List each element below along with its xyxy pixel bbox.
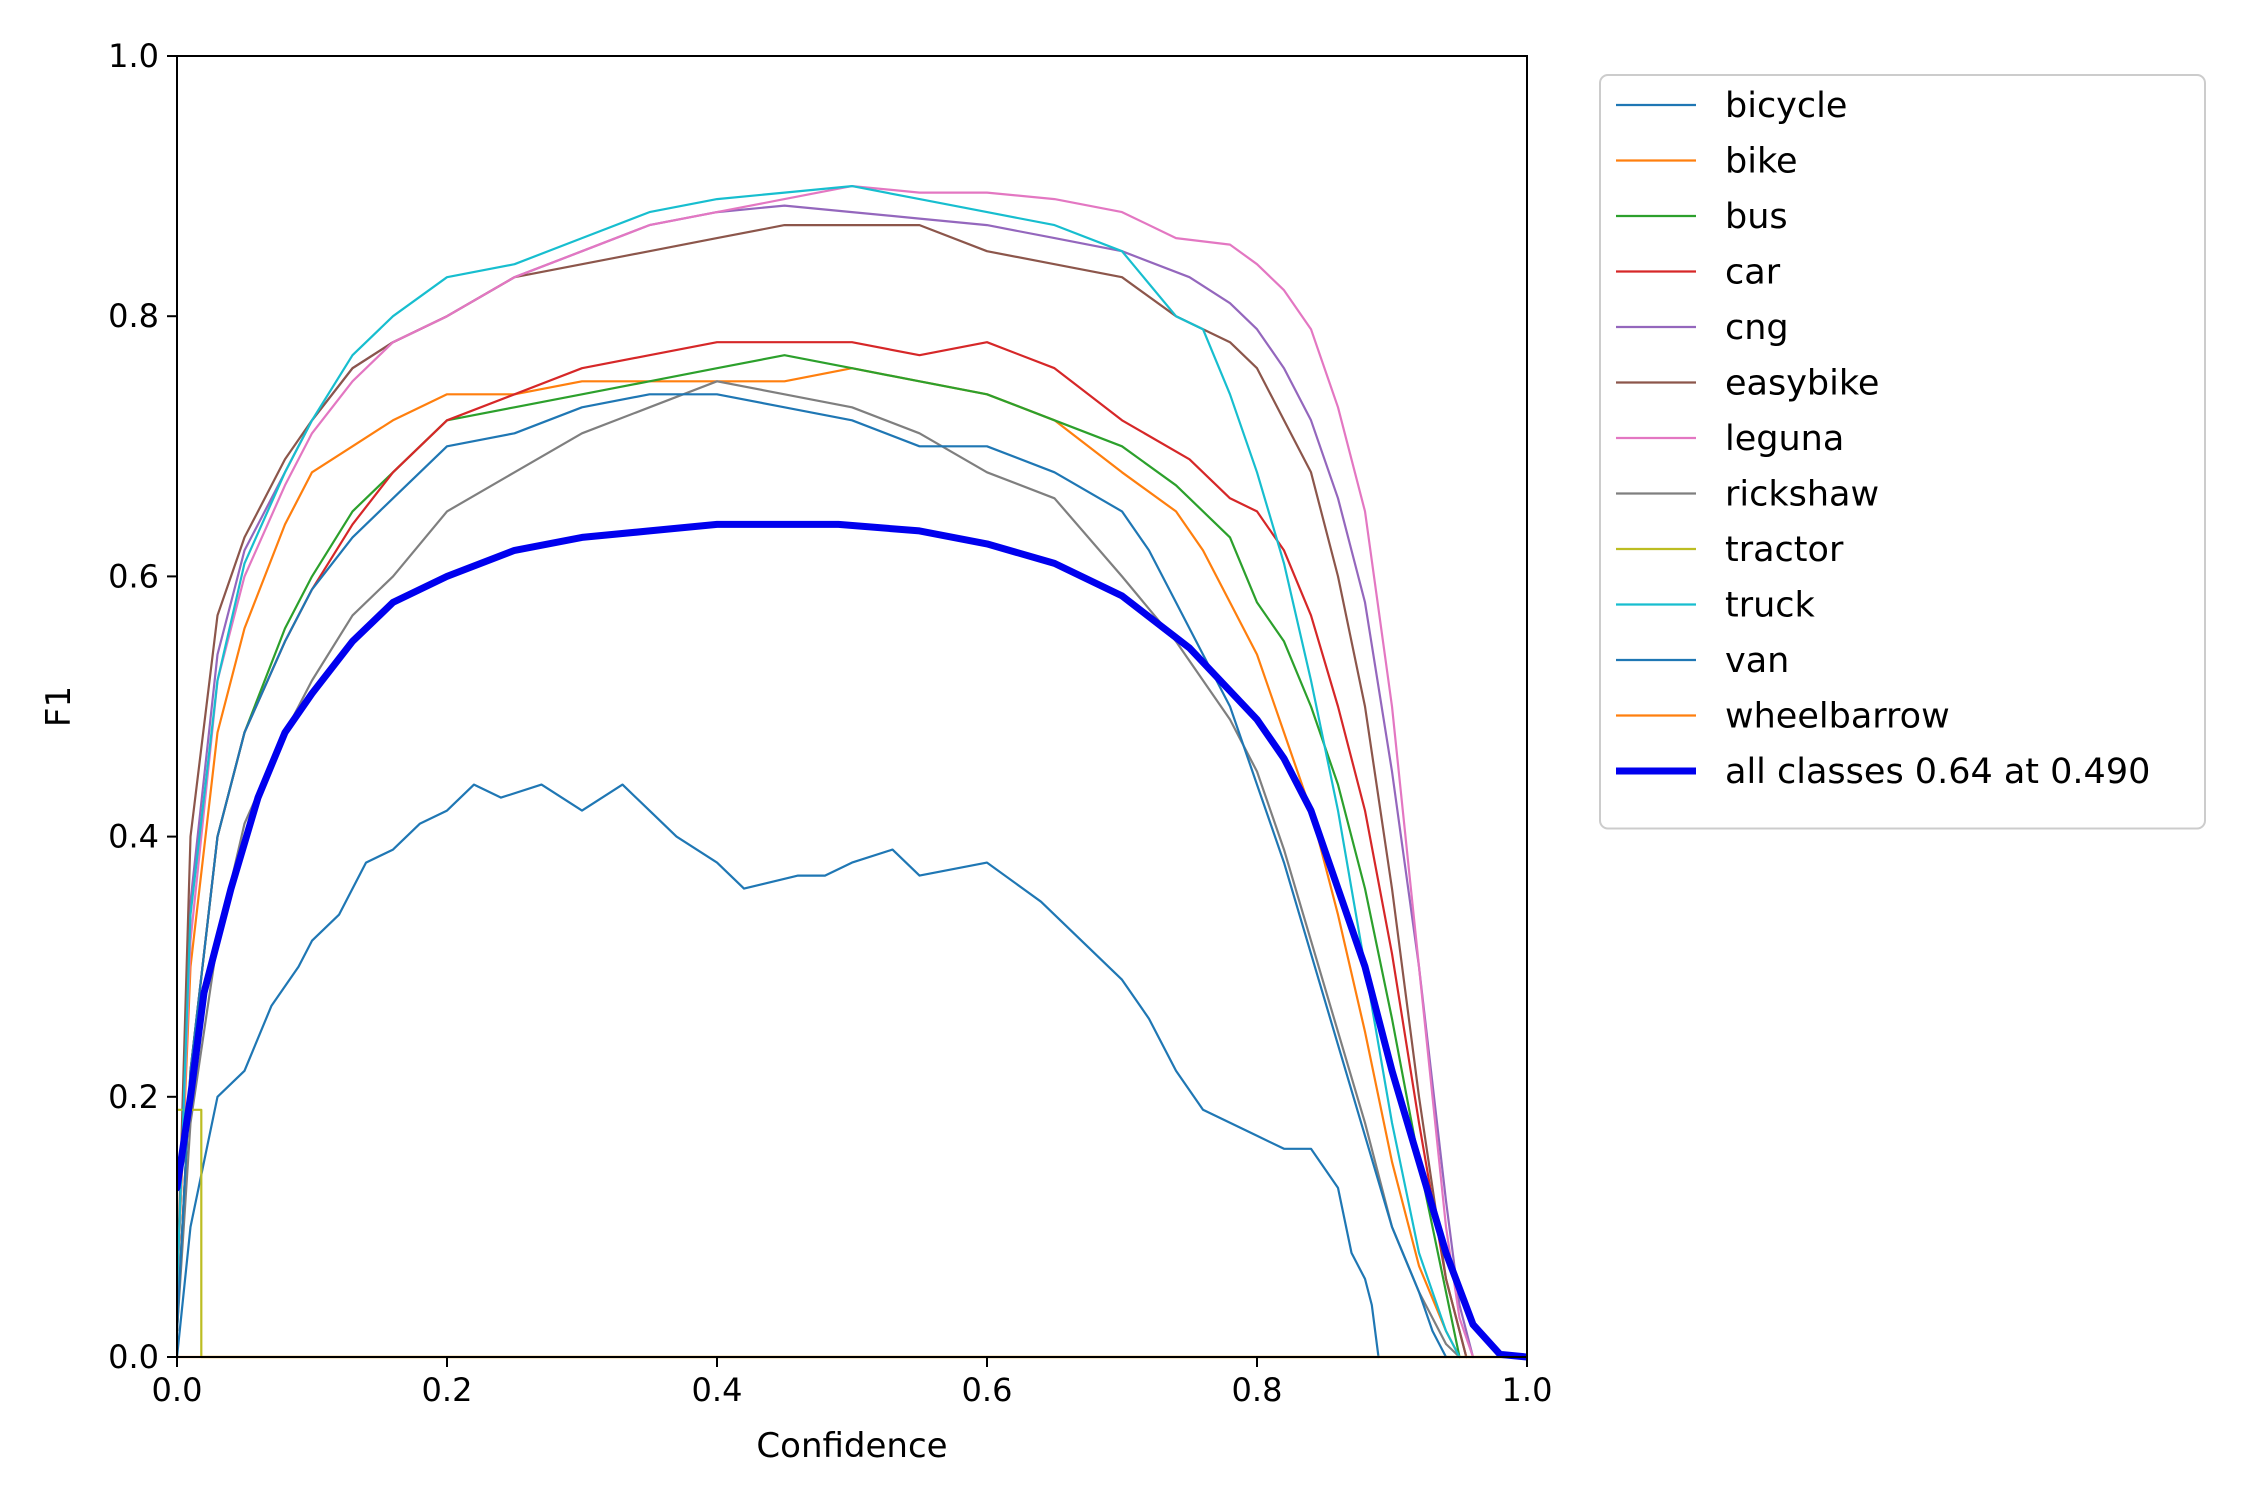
legend-label: bicycle	[1725, 86, 1847, 126]
legend-label: tractor	[1725, 530, 1844, 570]
y-tick-label: 0.4	[108, 818, 159, 856]
legend-label: bike	[1725, 142, 1798, 182]
legend-label: van	[1725, 641, 1789, 681]
series-line-bicycle	[177, 783, 1380, 1359]
x-tick-label: 0.6	[962, 1371, 1013, 1409]
x-tick-label: 0.4	[692, 1371, 743, 1409]
legend-label: car	[1725, 253, 1781, 293]
plot-frame	[176, 55, 1528, 1358]
x-tick-label: 0.2	[422, 1371, 473, 1409]
series-line-all	[177, 520, 1527, 1361]
series-layer	[177, 185, 1527, 1361]
series-line-rickshaw	[177, 380, 1461, 1359]
x-tick-label: 0.0	[152, 1371, 203, 1409]
series-line-bus	[177, 354, 1461, 1359]
series-line-truck	[177, 185, 1461, 1359]
legend: bicycle bike bus car cng easybike leguna ricksh…	[1599, 74, 2206, 830]
legend-box	[1599, 74, 2206, 830]
y-tick-label: 0.2	[108, 1078, 159, 1116]
x-tick-label: 1.0	[1502, 1371, 1553, 1409]
legend-label: wheelbarrow	[1725, 697, 1950, 737]
legend-label: all classes 0.64 at 0.490	[1725, 752, 2150, 792]
legend-label: leguna	[1725, 419, 1844, 459]
y-tick-label: 0.6	[108, 557, 159, 595]
series-line-leguna	[177, 185, 1475, 1359]
x-axis-label: Confidence	[756, 1426, 947, 1466]
legend-label: cng	[1725, 308, 1789, 348]
series-line-van	[177, 393, 1448, 1359]
y-tick-label: 0.0	[108, 1338, 159, 1376]
y-tick-label: 1.0	[108, 37, 159, 75]
legend-label: easybike	[1725, 364, 1879, 404]
legend-label: truck	[1725, 586, 1816, 626]
ticks-layer: 0.0 0.2 0.4 0.6 0.8 1.0 0.0 0.2 0.4 0.6 0.8 1.0	[108, 37, 1552, 1409]
legend-label: bus	[1725, 197, 1788, 237]
legend-label: rickshaw	[1725, 475, 1879, 515]
x-tick-label: 0.8	[1232, 1371, 1283, 1409]
y-tick-label: 0.8	[108, 297, 159, 335]
y-axis-label: F1	[39, 686, 79, 727]
